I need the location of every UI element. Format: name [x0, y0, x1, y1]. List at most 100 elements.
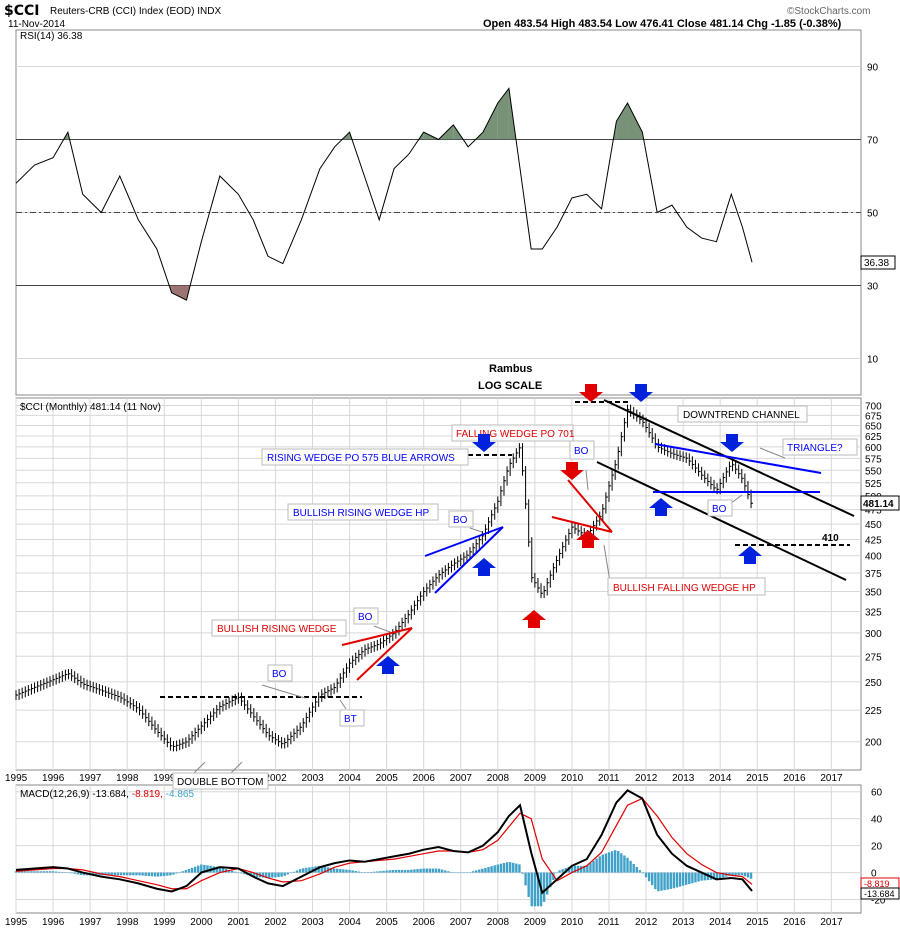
- macd-histogram-bar: [39, 871, 42, 873]
- macd-histogram-bar: [357, 871, 361, 873]
- macd-histogram-bar: [335, 868, 339, 873]
- triangle-top-line: [654, 443, 822, 474]
- macd-legend-hist: -4.865: [166, 789, 195, 800]
- macd-histogram-bar: [607, 852, 611, 873]
- macd-histogram-bar: [527, 872, 530, 897]
- label-po701: FALLING WEDGE PO 701: [456, 429, 575, 440]
- macd-histogram-bar: [453, 872, 456, 874]
- rising-wedge-bottom-line: [356, 627, 413, 681]
- macd-histogram-bar: [147, 872, 151, 877]
- macd-histogram-bar: [218, 867, 222, 873]
- macd-histogram-bar: [332, 868, 336, 873]
- label-triangle: TRIANGLE?: [787, 443, 843, 454]
- macd-histogram-bar: [518, 864, 521, 873]
- channel-upper-line: [603, 399, 855, 517]
- macd-histogram-bar: [163, 872, 166, 876]
- macd-histogram-bar: [166, 872, 169, 876]
- macd-histogram-bar: [521, 872, 524, 874]
- macd-histogram-bar: [79, 872, 83, 875]
- macd-histogram-bar: [107, 872, 110, 876]
- macd-histogram-bar: [595, 858, 598, 873]
- macd-histogram-bar: [613, 850, 617, 873]
- channel-lower-line: [596, 461, 847, 581]
- label-bo-3: BO: [453, 515, 468, 526]
- year-label-upper: 2014: [709, 773, 732, 784]
- macd-histogram-bar: [681, 872, 685, 886]
- macd-histogram-bar: [505, 862, 509, 873]
- macd-histogram-bar: [641, 872, 645, 874]
- year-label-upper: 2011: [598, 773, 620, 784]
- macd-histogram-bar: [197, 865, 200, 873]
- macd-histogram-bar: [261, 872, 265, 878]
- macd-histogram-bar: [688, 872, 691, 885]
- macd-histogram-bar: [339, 869, 342, 873]
- macd-histogram-bar: [524, 872, 527, 886]
- macd-histogram-bar: [382, 870, 385, 873]
- macd-tick-label: 0: [871, 869, 877, 880]
- red-up-arrow-1: [522, 610, 546, 628]
- macd-histogram-bar: [48, 871, 52, 873]
- price-tick-label: 625: [865, 432, 882, 443]
- macd-histogram-bar: [200, 864, 203, 873]
- macd-histogram-bar: [203, 864, 206, 873]
- macd-histogram-bar: [675, 872, 679, 888]
- macd-last-value-box: [860, 887, 900, 900]
- price-layer: [15, 404, 754, 752]
- macd-histogram-bar: [468, 872, 472, 873]
- year-label-lower: 2015: [746, 917, 769, 928]
- year-label-upper: 2010: [561, 773, 584, 784]
- macd-histogram-bar: [737, 872, 740, 876]
- macd-histogram-bar: [617, 851, 620, 873]
- price-last-value-box: [860, 495, 900, 511]
- macd-histogram-bar: [354, 871, 357, 873]
- label-box-bo-4: [569, 440, 595, 460]
- price-tick-label: 600: [865, 443, 882, 454]
- macd-histogram-bar: [132, 872, 135, 876]
- year-label-lower: 2004: [339, 917, 362, 928]
- macd-histogram-bar: [410, 869, 413, 873]
- macd-histogram-bar: [542, 872, 546, 902]
- macd-histogram-bar: [428, 868, 432, 873]
- price-tick-label: 525: [865, 479, 882, 490]
- macd-histogram-bar: [141, 872, 144, 876]
- macd-histogram-bar: [292, 871, 296, 873]
- year-label-upper: 2002: [264, 773, 287, 784]
- macd-histogram-bar: [715, 872, 719, 880]
- macd-histogram-bar: [252, 872, 256, 877]
- macd-histogram-bar: [703, 872, 706, 881]
- macd-histogram-bar: [36, 871, 39, 873]
- macd-legend-name: MACD(12,26,9): [20, 789, 89, 800]
- rsi-tick-label: 90: [867, 63, 879, 74]
- macd-histogram-bar: [558, 870, 561, 873]
- rsi-tick-label: 50: [867, 209, 879, 220]
- macd-histogram-bar: [731, 872, 734, 876]
- macd-legend-macd: -13.684,: [92, 789, 129, 800]
- macd-histogram-bar: [206, 865, 209, 873]
- label-box-triangle: [782, 438, 858, 456]
- price-tick-label: 650: [865, 421, 882, 432]
- macd-histogram-bar: [58, 871, 61, 873]
- macd-histogram-bar: [360, 872, 364, 873]
- year-label-lower: 1996: [42, 917, 65, 928]
- year-label-lower: 2008: [487, 917, 510, 928]
- year-label-upper: 1997: [79, 773, 102, 784]
- macd-histogram-bar: [583, 865, 586, 873]
- macd-histogram-bar: [487, 867, 490, 873]
- macd-histogram-bar: [496, 864, 499, 873]
- macd-histogram-bar: [277, 872, 280, 878]
- macd-histogram-bar: [178, 872, 181, 873]
- macd-histogram-bar: [484, 867, 487, 873]
- macd-histogram-bar: [113, 872, 117, 876]
- price-tick-label: 275: [865, 652, 882, 663]
- macd-histogram-bar: [104, 872, 107, 876]
- year-label-lower: 2001: [227, 917, 250, 928]
- macd-histogram-bar: [632, 863, 635, 873]
- macd-histogram-bar: [508, 862, 512, 873]
- macd-histogram-bar: [323, 866, 327, 873]
- price-tick-label: 450: [865, 520, 882, 531]
- macd-histogram-bar: [654, 872, 657, 890]
- macd-histogram-bar: [441, 869, 444, 873]
- macd-histogram-bar: [153, 872, 157, 877]
- label-box-bo-2: [353, 607, 379, 625]
- blue-wedge-top-line: [424, 526, 504, 557]
